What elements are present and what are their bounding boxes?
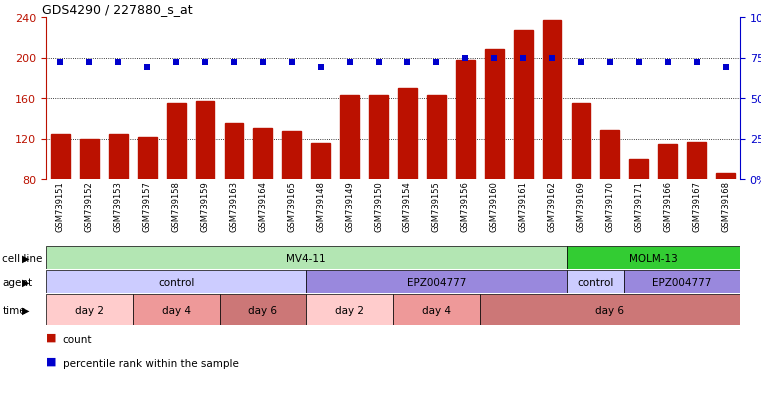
Point	[661, 60, 673, 66]
Point	[517, 55, 529, 62]
Bar	[716, 173, 735, 180]
Text: ■: ■	[46, 332, 56, 342]
Text: day 6: day 6	[248, 305, 277, 315]
Point	[314, 65, 326, 71]
Text: ■: ■	[46, 356, 56, 366]
Text: agent: agent	[2, 277, 33, 287]
Text: ▶: ▶	[21, 305, 29, 315]
Text: day 2: day 2	[335, 305, 364, 315]
Bar	[306, 271, 566, 293]
Bar	[196, 102, 215, 180]
Bar	[253, 129, 272, 180]
Point	[546, 55, 558, 62]
Bar	[80, 139, 99, 180]
Point	[228, 60, 240, 66]
Point	[690, 60, 702, 66]
Point	[199, 60, 211, 66]
Bar	[132, 294, 219, 325]
Point	[603, 60, 616, 66]
Text: ▶: ▶	[21, 253, 29, 263]
Bar	[340, 96, 359, 180]
Text: ▶: ▶	[21, 277, 29, 287]
Text: EPZ004777: EPZ004777	[652, 277, 712, 287]
Bar	[393, 294, 479, 325]
Bar	[572, 104, 591, 180]
Point	[575, 60, 587, 66]
Bar	[282, 132, 301, 180]
Point	[170, 60, 182, 66]
Point	[83, 60, 95, 66]
Bar	[311, 143, 330, 180]
Bar	[109, 135, 128, 180]
Point	[54, 60, 66, 66]
Bar	[398, 89, 417, 180]
Bar	[219, 294, 306, 325]
Text: control: control	[158, 277, 194, 287]
Text: cell line: cell line	[2, 253, 43, 263]
Point	[488, 55, 500, 62]
Bar	[46, 271, 306, 293]
Point	[343, 60, 355, 66]
Bar	[138, 138, 157, 180]
Bar	[306, 294, 393, 325]
Bar	[514, 31, 533, 180]
Bar	[629, 159, 648, 180]
Bar	[658, 144, 677, 180]
Text: count: count	[62, 334, 92, 344]
Text: MV4-11: MV4-11	[286, 253, 326, 263]
Text: day 6: day 6	[595, 305, 624, 315]
Text: GDS4290 / 227880_s_at: GDS4290 / 227880_s_at	[42, 3, 193, 16]
Point	[256, 60, 269, 66]
Bar	[51, 135, 70, 180]
Text: day 4: day 4	[161, 305, 190, 315]
Point	[401, 60, 413, 66]
Bar	[479, 294, 740, 325]
Bar	[224, 124, 244, 180]
Bar	[46, 247, 566, 269]
Text: percentile rank within the sample: percentile rank within the sample	[62, 358, 239, 368]
Bar	[46, 294, 132, 325]
Point	[112, 60, 124, 66]
Text: time: time	[2, 305, 26, 315]
Text: MOLM-13: MOLM-13	[629, 253, 677, 263]
Point	[459, 55, 471, 62]
Text: EPZ004777: EPZ004777	[406, 277, 466, 287]
Bar	[369, 96, 388, 180]
Bar	[456, 60, 475, 180]
Bar	[566, 247, 740, 269]
Bar	[624, 271, 740, 293]
Bar	[566, 271, 624, 293]
Point	[285, 60, 298, 66]
Text: day 4: day 4	[422, 305, 451, 315]
Bar	[600, 131, 619, 180]
Point	[632, 60, 645, 66]
Text: day 2: day 2	[75, 305, 103, 315]
Point	[719, 65, 731, 71]
Bar	[485, 50, 504, 180]
Bar	[167, 104, 186, 180]
Text: control: control	[578, 277, 613, 287]
Bar	[543, 21, 562, 180]
Point	[141, 65, 153, 71]
Bar	[427, 96, 446, 180]
Point	[430, 60, 442, 66]
Point	[372, 60, 384, 66]
Bar	[687, 142, 706, 180]
